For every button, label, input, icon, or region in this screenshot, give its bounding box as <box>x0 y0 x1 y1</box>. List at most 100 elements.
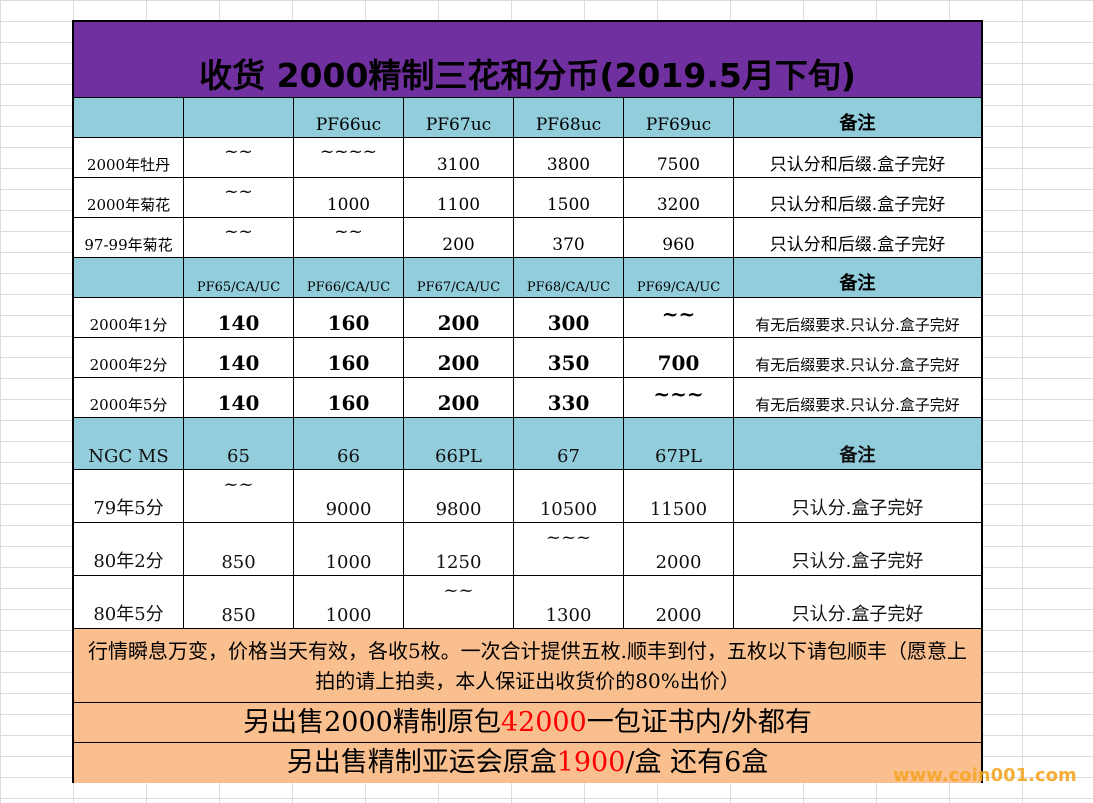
notes-cell: 只认分和后缀.盒子完好 <box>769 235 946 255</box>
header-cell: 65 <box>184 418 294 469</box>
terms-note: 行情瞬息万变，价格当天有效，各收5枚。一次合计提供五枚.顺丰到付，五枚以下请包顺… <box>74 629 981 703</box>
price-cell: 2000 <box>624 576 734 628</box>
header-cell: 67PL <box>624 418 734 469</box>
sale-text: 另出售精制亚运会原盒 <box>286 747 557 778</box>
item-name-cell: 2000年1分 <box>74 298 184 337</box>
table-row: 2000年2分 140 160 200 350 700 有无后缀要求.只认分.盒… <box>74 338 981 378</box>
price-cell: 160 <box>294 298 404 337</box>
notes-cell: 有无后缀要求.只认分.盒子完好 <box>755 316 960 334</box>
sale-text: 一包证书内/外都有 <box>586 707 812 738</box>
price-cell: ~~ <box>184 218 294 257</box>
price-cell: ~~ <box>184 138 294 177</box>
section3-header-row: NGC MS 65 66 66PL 67 67PL 备注 <box>74 418 981 470</box>
header-cell <box>74 98 184 137</box>
header-cell: PF68uc <box>514 98 624 137</box>
price-cell: ~~ <box>624 298 734 337</box>
header-cell: NGC MS <box>74 418 184 469</box>
header-cell: 66 <box>294 418 404 469</box>
notes-cell: 只认分.盒子完好 <box>791 604 924 625</box>
notes-header: 备注 <box>839 273 876 294</box>
sale-price: 42000 <box>500 707 587 738</box>
price-cell: ~~ <box>184 178 294 217</box>
price-cell: 1250 <box>404 523 514 575</box>
header-cell: PF69/CA/UC <box>624 258 734 297</box>
price-cell: 3800 <box>514 138 624 177</box>
section1-header-row: PF66uc PF67uc PF68uc PF69uc 备注 <box>74 98 981 138</box>
price-cell: 300 <box>514 298 624 337</box>
price-cell: 850 <box>184 523 294 575</box>
sale-offer-line-1: 另出售2000精制原包42000一包证书内/外都有 <box>74 703 981 743</box>
price-cell: 140 <box>184 378 294 417</box>
price-cell: 370 <box>514 218 624 257</box>
price-cell: 160 <box>294 338 404 377</box>
price-table: 收货 2000精制三花和分币(2019.5月下旬) PF66uc PF67uc … <box>72 20 983 783</box>
price-cell: 330 <box>514 378 624 417</box>
item-name-cell: 80年2分 <box>74 523 184 575</box>
price-cell: 9000 <box>294 470 404 522</box>
header-cell: PF69uc <box>624 98 734 137</box>
header-cell: 66PL <box>404 418 514 469</box>
price-cell: 9800 <box>404 470 514 522</box>
watermark: www.coin001.com <box>893 765 1077 786</box>
header-cell: PF66uc <box>294 98 404 137</box>
price-cell: 3100 <box>404 138 514 177</box>
item-name-cell: 2000年2分 <box>74 338 184 377</box>
price-cell: 1000 <box>294 178 404 217</box>
price-cell: 7500 <box>624 138 734 177</box>
price-cell: 140 <box>184 298 294 337</box>
notes-header: 备注 <box>839 113 876 134</box>
item-name-cell: 97-99年菊花 <box>74 218 184 257</box>
sale-text: /盒 还有6盒 <box>625 747 769 778</box>
price-cell: ~~ <box>404 576 514 628</box>
section2-header-row: PF65/CA/UC PF66/CA/UC PF67/CA/UC PF68/CA… <box>74 258 981 298</box>
price-cell: ~~ <box>294 218 404 257</box>
header-cell: PF68/CA/UC <box>514 258 624 297</box>
notes-header: 备注 <box>839 445 876 466</box>
header-cell: 67 <box>514 418 624 469</box>
notes-cell: 有无后缀要求.只认分.盒子完好 <box>755 396 960 414</box>
price-cell: 200 <box>404 338 514 377</box>
table-row: 80年5分 850 1000 ~~ 1300 2000 只认分.盒子完好 <box>74 576 981 629</box>
sale-text: 另出售2000精制原包 <box>243 707 501 738</box>
price-cell: 1000 <box>294 576 404 628</box>
header-cell <box>184 98 294 137</box>
item-name-cell: 2000年菊花 <box>74 178 184 217</box>
price-cell: ~~ <box>184 470 294 522</box>
price-cell: 140 <box>184 338 294 377</box>
price-cell: ~~~ <box>514 523 624 575</box>
table-row: 97-99年菊花 ~~ ~~ 200 370 960 只认分和后缀.盒子完好 <box>74 218 981 258</box>
price-cell: 1100 <box>404 178 514 217</box>
page-title: 收货 2000精制三花和分币(2019.5月下旬) <box>74 22 981 98</box>
price-cell: 11500 <box>624 470 734 522</box>
price-cell: 350 <box>514 338 624 377</box>
price-cell: 960 <box>624 218 734 257</box>
price-cell: 1500 <box>514 178 624 217</box>
price-cell: 1000 <box>294 523 404 575</box>
price-cell: 3200 <box>624 178 734 217</box>
header-cell: PF67/CA/UC <box>404 258 514 297</box>
table-row: 2000年牡丹 ~~ ~~~~ 3100 3800 7500 只认分和后缀.盒子… <box>74 138 981 178</box>
header-cell <box>74 258 184 297</box>
header-cell: PF66/CA/UC <box>294 258 404 297</box>
price-cell: 1300 <box>514 576 624 628</box>
table-row: 2000年5分 140 160 200 330 ~~~ 有无后缀要求.只认分.盒… <box>74 378 981 418</box>
table-row: 79年5分 ~~ 9000 9800 10500 11500 只认分.盒子完好 <box>74 470 981 523</box>
notes-cell: 只认分和后缀.盒子完好 <box>769 195 946 215</box>
header-cell: PF65/CA/UC <box>184 258 294 297</box>
price-cell: 700 <box>624 338 734 377</box>
price-cell: 10500 <box>514 470 624 522</box>
price-cell: ~~~ <box>624 378 734 417</box>
table-row: 80年2分 850 1000 1250 ~~~ 2000 只认分.盒子完好 <box>74 523 981 576</box>
notes-cell: 只认分和后缀.盒子完好 <box>769 155 946 175</box>
item-name-cell: 2000年5分 <box>74 378 184 417</box>
price-cell: 2000 <box>624 523 734 575</box>
header-cell: PF67uc <box>404 98 514 137</box>
price-cell: 850 <box>184 576 294 628</box>
price-cell: ~~~~ <box>294 138 404 177</box>
item-name-cell: 80年5分 <box>74 576 184 628</box>
item-name-cell: 79年5分 <box>74 470 184 522</box>
notes-cell: 只认分.盒子完好 <box>791 498 924 519</box>
sale-offer-line-2: 另出售精制亚运会原盒1900/盒 还有6盒 <box>74 743 981 783</box>
table-row: 2000年菊花 ~~ 1000 1100 1500 3200 只认分和后缀.盒子… <box>74 178 981 218</box>
sale-price: 1900 <box>556 747 626 778</box>
